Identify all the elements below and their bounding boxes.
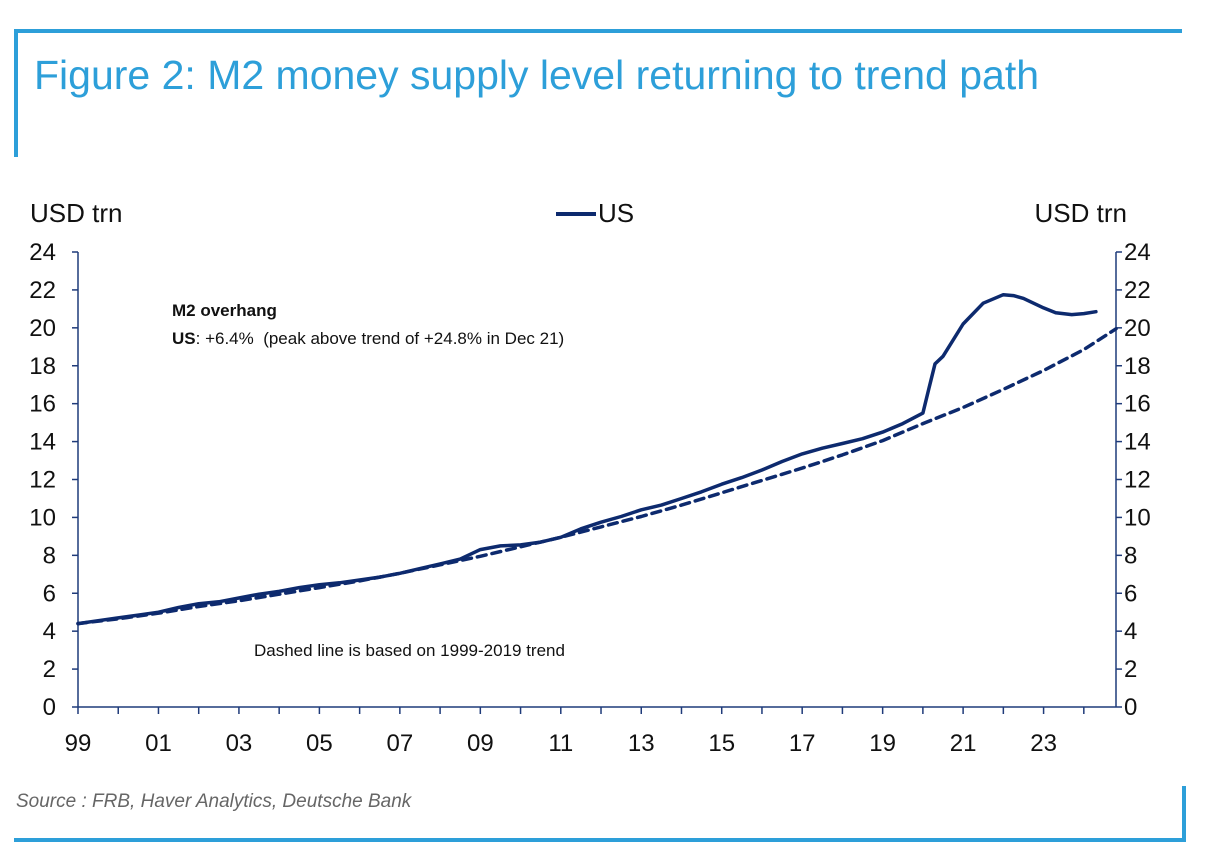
x-tick-label: 13	[628, 730, 655, 757]
chart-title: Figure 2: M2 money supply level returnin…	[34, 52, 1040, 98]
y-tick-label-right: 6	[1124, 580, 1137, 607]
y-tick-label-right: 4	[1124, 618, 1137, 645]
y-tick-label-left: 4	[43, 618, 56, 645]
y-tick-label-left: 8	[43, 542, 56, 569]
y-tick-label-left: 20	[29, 315, 56, 342]
series-line-us	[76, 292, 1098, 626]
overhang-text: : +6.4% (peak above trend of +24.8% in D…	[195, 329, 565, 348]
trend-line-dashed	[76, 327, 1118, 626]
y-tick-label-left: 2	[43, 656, 56, 683]
x-tick-label: 09	[467, 730, 494, 757]
y-tick-label-left: 22	[29, 277, 56, 304]
y-tick-label-left: 16	[29, 391, 56, 418]
x-tick-label: 05	[306, 730, 333, 757]
left-axis-unit: USD trn	[30, 198, 123, 228]
legend-line-swatch	[556, 211, 596, 216]
overhang-detail: US: +6.4% (peak above trend of +24.8% in…	[172, 329, 564, 349]
x-tick-label: 01	[145, 730, 172, 757]
frame-top-rule	[14, 29, 1182, 33]
x-tick-label: 11	[548, 730, 573, 757]
frame-left-rule	[14, 29, 18, 157]
x-tick-label: 19	[869, 730, 896, 757]
y-tick-label-left: 6	[43, 580, 56, 607]
x-tick-label: 17	[789, 730, 816, 757]
overhang-heading: M2 overhang	[172, 301, 277, 320]
y-tick-label-right: 2	[1124, 656, 1137, 683]
y-tick-label-right: 20	[1124, 315, 1151, 342]
y-tick-label-right: 22	[1124, 277, 1151, 304]
legend: US	[556, 198, 634, 229]
y-tick-label-left: 18	[29, 353, 56, 380]
y-tick-label-right: 12	[1124, 467, 1151, 494]
frame-bottom-rule	[14, 838, 1186, 842]
y-tick-label-left: 10	[29, 504, 56, 531]
x-tick-label: 07	[387, 730, 414, 757]
overhang-country: US	[172, 329, 196, 348]
x-tick-label: 03	[226, 730, 253, 757]
y-tick-label-left: 0	[43, 694, 56, 721]
legend-label-us: US	[598, 198, 635, 228]
right-axis-unit: USD trn	[1034, 198, 1127, 228]
x-tick-label: 21	[950, 730, 977, 757]
y-tick-label-right: 14	[1124, 429, 1151, 456]
x-tick-label: 15	[708, 730, 735, 757]
y-tick-label-right: 24	[1124, 239, 1151, 266]
x-tick-label: 23	[1030, 730, 1057, 757]
source-note: Source : FRB, Haver Analytics, Deutsche …	[16, 791, 412, 812]
y-tick-label-right: 0	[1124, 694, 1137, 721]
y-tick-label-right: 10	[1124, 504, 1151, 531]
y-tick-label-right: 16	[1124, 391, 1151, 418]
y-tick-label-left: 12	[29, 467, 56, 494]
y-tick-label-left: 14	[29, 429, 56, 456]
x-tick-label: 99	[65, 730, 92, 757]
y-tick-label-left: 24	[29, 239, 56, 266]
frame-right-rule	[1182, 786, 1186, 842]
trend-note: Dashed line is based on 1999-2019 trend	[254, 641, 565, 660]
y-tick-label-right: 18	[1124, 353, 1151, 380]
y-tick-label-right: 8	[1124, 542, 1137, 569]
